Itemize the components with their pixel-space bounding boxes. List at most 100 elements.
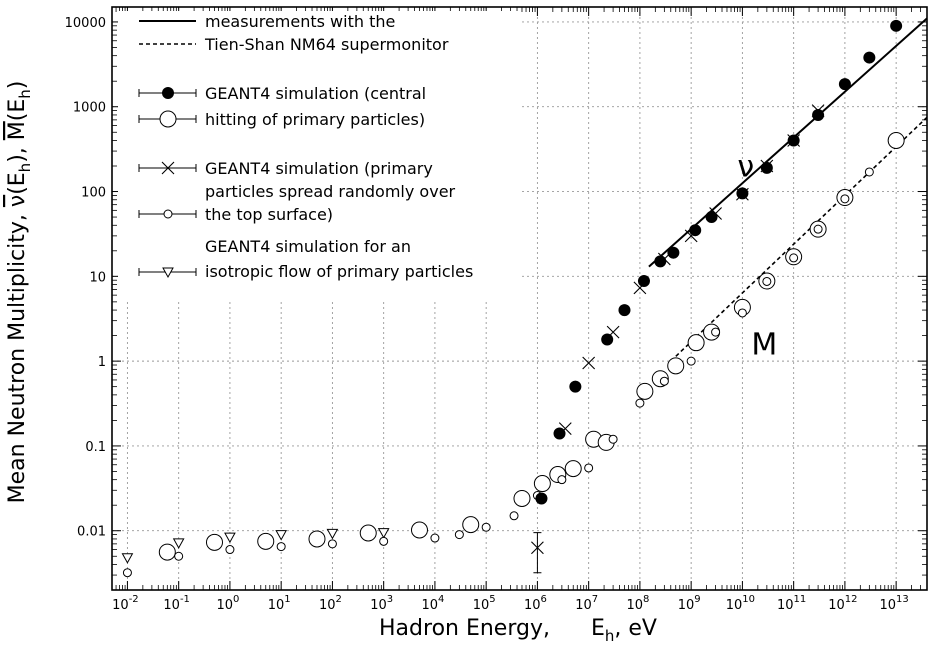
tick-labels: 10-2 10-1 100 101 102 103 104 105 106 107 108 109 10… xyxy=(65,16,909,613)
filled-circle-point xyxy=(667,246,680,259)
legend-filled-circle-swatch xyxy=(162,87,174,99)
small-open-circle-point xyxy=(276,542,286,552)
triangle-down-point xyxy=(121,553,134,564)
y-title-part: ), xyxy=(5,140,30,163)
big-open-circle-point xyxy=(308,530,326,548)
data-points xyxy=(121,19,905,578)
legend-entry-text: Tien-Shan NM64 supermonitor xyxy=(204,35,449,54)
small-open-circle-point xyxy=(379,536,389,546)
x-title-part: E xyxy=(591,616,605,641)
big-open-circle-point xyxy=(410,521,428,539)
x-tick-label: 10-1 xyxy=(163,594,190,613)
small-open-circle-point xyxy=(864,167,874,177)
legend-entry-text: measurements with the xyxy=(205,12,395,31)
filled-circle-point xyxy=(760,161,773,174)
small-open-circle-point xyxy=(789,253,799,263)
big-open-circle-point xyxy=(513,489,531,507)
m-measurement-line xyxy=(670,116,928,362)
filled-circle-point xyxy=(535,492,548,505)
x-tick-label: 106 xyxy=(524,594,547,613)
small-open-circle-point xyxy=(122,568,132,578)
filled-circle-point xyxy=(637,275,650,288)
small-open-circle-point xyxy=(557,475,567,485)
big-open-circle-point xyxy=(257,532,275,550)
legend-entry-text: hitting of primary particles) xyxy=(205,110,425,129)
small-open-circle-point xyxy=(225,545,235,555)
cross-point xyxy=(684,229,698,243)
y-title-part: Mean Neutron Multiplicity, xyxy=(5,207,30,503)
big-open-circle-point xyxy=(359,524,377,542)
filled-circle-point xyxy=(838,78,851,91)
small-open-circle-point xyxy=(635,398,645,408)
y-axis-title: Mean Neutron Multiplicity, ν(Eh), M(Eh) xyxy=(5,81,34,504)
small-open-circle-point xyxy=(840,194,850,204)
cross-point xyxy=(709,207,722,220)
triangle-down-point xyxy=(275,530,288,541)
x-title-part: Hadron Energy, xyxy=(379,616,550,641)
filled-circle-point xyxy=(569,380,582,393)
x-tick-label: 108 xyxy=(626,594,649,613)
y-tick-label: 1 xyxy=(98,355,106,370)
y-title-part: ) xyxy=(5,81,30,90)
small-open-circle-point xyxy=(659,376,669,386)
small-open-circle-point xyxy=(509,511,519,521)
x-axis-title: Hadron Energy, Eh, eV xyxy=(379,616,657,645)
legend-box xyxy=(118,11,520,301)
filled-circle-point xyxy=(863,51,876,64)
error-bar xyxy=(533,532,542,574)
small-open-circle-point xyxy=(174,551,184,561)
small-open-circle-point xyxy=(686,356,696,366)
filled-circle-point xyxy=(890,19,903,32)
legend-entry-text: the top surface) xyxy=(205,205,333,224)
y-tick-label: 0.01 xyxy=(77,525,106,540)
big-open-circle-point xyxy=(462,516,480,534)
triangle-down-point xyxy=(224,532,236,544)
x-tick-label: 1011 xyxy=(777,594,806,613)
x-title-part: h xyxy=(605,627,615,645)
x-tick-label: 101 xyxy=(268,594,291,613)
small-open-circle-point xyxy=(481,522,491,532)
small-open-circle-point xyxy=(608,434,618,444)
triangle-down-point xyxy=(326,528,339,540)
big-open-circle-point xyxy=(667,357,685,375)
y-tick-label: 10000 xyxy=(65,16,106,31)
y-title-part: (E xyxy=(5,99,30,121)
legend-entry-text: GEANT4 simulation (primary xyxy=(205,159,433,178)
cross-point xyxy=(657,252,671,266)
small-open-circle-point xyxy=(327,539,337,549)
x-tick-label: 100 xyxy=(216,594,239,613)
big-open-circle-point xyxy=(205,533,223,551)
y-title-part: M xyxy=(5,121,30,140)
small-open-circle-point xyxy=(737,308,747,318)
curve-label: M xyxy=(751,327,777,362)
legend-triangle-swatch xyxy=(162,267,174,279)
legend-cross-swatch xyxy=(161,161,175,175)
big-open-circle-point xyxy=(564,460,582,478)
y-title-part: ν xyxy=(5,195,30,207)
plot-frame xyxy=(111,6,928,591)
filled-circle-point xyxy=(618,304,631,317)
x-tick-label: 104 xyxy=(421,594,444,613)
legend-entry-text: isotropic flow of primary particles xyxy=(205,262,473,281)
big-open-circle-point xyxy=(636,382,654,400)
cross-point xyxy=(606,325,620,339)
filled-circle-point xyxy=(553,427,566,440)
triangle-down-point xyxy=(377,528,390,539)
small-open-circle-point xyxy=(430,533,440,543)
x-tick-label: 10-2 xyxy=(112,594,139,613)
filled-circle-point xyxy=(601,333,614,346)
small-open-circle-point xyxy=(762,276,772,286)
cross-point xyxy=(531,541,544,555)
y-title-part: h xyxy=(16,89,34,99)
x-tick-label: 102 xyxy=(319,594,342,613)
legend-open-circle-swatch xyxy=(159,110,177,128)
x-tick-label: 103 xyxy=(370,594,393,613)
legend: measurements with the Tien-Shan NM64 supe… xyxy=(118,11,520,301)
x-tick-label: 109 xyxy=(678,594,701,613)
y-tick-label: 0.1 xyxy=(85,440,106,455)
cross-point xyxy=(633,281,647,295)
filled-circle-point xyxy=(689,224,702,237)
big-open-circle-point xyxy=(887,131,905,149)
legend-entry-text: particles spread randomly over xyxy=(205,182,456,201)
big-open-circle-point xyxy=(687,334,705,352)
